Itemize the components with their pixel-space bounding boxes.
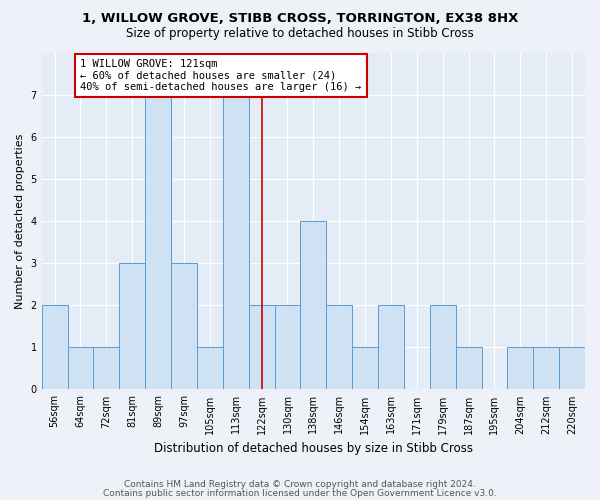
Bar [508, 348, 533, 390]
Bar [223, 94, 248, 390]
Bar [378, 305, 404, 390]
Text: Contains public sector information licensed under the Open Government Licence v3: Contains public sector information licen… [103, 488, 497, 498]
Bar [119, 263, 145, 390]
Bar [145, 94, 171, 390]
Text: 1 WILLOW GROVE: 121sqm
← 60% of detached houses are smaller (24)
40% of semi-det: 1 WILLOW GROVE: 121sqm ← 60% of detached… [80, 59, 362, 92]
Bar [559, 348, 585, 390]
Text: Size of property relative to detached houses in Stibb Cross: Size of property relative to detached ho… [126, 28, 474, 40]
Bar [275, 305, 301, 390]
Bar [94, 348, 119, 390]
X-axis label: Distribution of detached houses by size in Stibb Cross: Distribution of detached houses by size … [154, 442, 473, 455]
Bar [352, 348, 378, 390]
Bar [68, 348, 94, 390]
Bar [326, 305, 352, 390]
Bar [197, 348, 223, 390]
Bar [455, 348, 482, 390]
Y-axis label: Number of detached properties: Number of detached properties [15, 134, 25, 308]
Bar [533, 348, 559, 390]
Bar [248, 305, 275, 390]
Bar [171, 263, 197, 390]
Bar [41, 305, 68, 390]
Bar [301, 221, 326, 390]
Text: 1, WILLOW GROVE, STIBB CROSS, TORRINGTON, EX38 8HX: 1, WILLOW GROVE, STIBB CROSS, TORRINGTON… [82, 12, 518, 26]
Bar [430, 305, 455, 390]
Text: Contains HM Land Registry data © Crown copyright and database right 2024.: Contains HM Land Registry data © Crown c… [124, 480, 476, 489]
